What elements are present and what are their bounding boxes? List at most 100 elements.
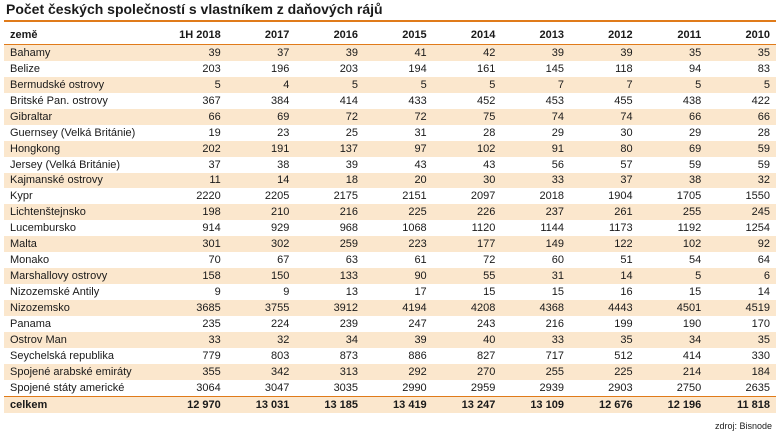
value-cell: 14 xyxy=(569,268,639,285)
column-header-year: 1H 2018 xyxy=(158,26,227,45)
column-header-country: země xyxy=(4,26,159,45)
table-row: Gibraltar 66 69 72 72 75 74 74 66 66 xyxy=(4,108,776,125)
value-cell: 177 xyxy=(432,236,502,253)
country-cell: Seychelská republika xyxy=(4,347,159,364)
value-cell: 72 xyxy=(432,252,502,269)
table-row: Malta 301 302 259 223 177 149 122 102 92 xyxy=(4,236,776,253)
value-cell: 29 xyxy=(638,124,708,141)
value-cell: 313 xyxy=(295,363,365,380)
value-cell: 270 xyxy=(432,363,502,380)
value-cell: 2990 xyxy=(364,379,433,397)
value-cell: 2220 xyxy=(158,188,227,205)
value-cell: 4 xyxy=(226,76,296,93)
value-cell: 5 xyxy=(432,76,502,93)
country-cell: Hongkong xyxy=(4,140,159,157)
value-cell: 41 xyxy=(364,44,433,61)
value-cell: 1192 xyxy=(638,220,708,237)
value-cell: 4443 xyxy=(569,300,639,316)
value-cell: 342 xyxy=(226,363,296,380)
total-value: 12 196 xyxy=(638,395,708,413)
column-header-year: 2010 xyxy=(707,26,776,45)
table-row: Kajmanské ostrovy 11 14 18 20 30 33 37 38 32 xyxy=(4,172,776,189)
value-cell: 150 xyxy=(226,268,296,285)
value-cell: 161 xyxy=(432,60,502,77)
value-cell: 3064 xyxy=(158,379,227,397)
value-cell: 90 xyxy=(364,268,433,285)
value-cell: 5 xyxy=(158,76,227,93)
value-cell: 72 xyxy=(364,108,433,125)
value-cell: 33 xyxy=(158,331,227,348)
value-cell: 216 xyxy=(295,204,365,221)
value-cell: 239 xyxy=(295,315,365,332)
value-cell: 873 xyxy=(295,347,365,364)
value-cell: 55 xyxy=(432,268,502,285)
value-cell: 414 xyxy=(638,347,708,364)
value-cell: 35 xyxy=(569,331,639,348)
value-cell: 223 xyxy=(364,236,433,253)
value-cell: 245 xyxy=(707,204,776,221)
value-cell: 2635 xyxy=(707,379,776,397)
value-cell: 64 xyxy=(707,252,776,269)
value-cell: 57 xyxy=(569,156,639,173)
value-cell: 43 xyxy=(364,156,433,173)
country-cell: Nizozemsko xyxy=(4,300,159,316)
value-cell: 438 xyxy=(638,92,708,109)
value-cell: 31 xyxy=(501,268,570,285)
value-cell: 66 xyxy=(707,108,776,125)
country-cell: Nizozemské Antily xyxy=(4,284,159,300)
value-cell: 70 xyxy=(158,252,227,269)
table-body: Bahamy 39 37 39 41 42 39 39 35 35 Belize 203 196 203 1… xyxy=(4,44,776,413)
value-cell: 137 xyxy=(295,140,365,157)
value-cell: 145 xyxy=(501,60,570,77)
value-cell: 198 xyxy=(158,204,227,221)
value-cell: 929 xyxy=(226,220,296,237)
table-row: Lucembursko 914 929 968 1068 1120 1144 1173 1192… xyxy=(4,220,776,237)
value-cell: 66 xyxy=(638,108,708,125)
column-header-year: 2011 xyxy=(638,26,708,45)
value-cell: 292 xyxy=(364,363,433,380)
value-cell: 4194 xyxy=(364,300,433,316)
header-row: země 1H 2018 2017 2016 2015 2014 2013 2012 2011 2… xyxy=(4,26,776,45)
column-header-year: 2013 xyxy=(501,26,570,45)
country-cell: Spojené arabské emiráty xyxy=(4,363,159,380)
title-rule xyxy=(4,20,776,22)
value-cell: 11 xyxy=(158,172,227,189)
value-cell: 30 xyxy=(432,172,502,189)
value-cell: 9 xyxy=(158,284,227,300)
value-cell: 827 xyxy=(432,347,502,364)
value-cell: 203 xyxy=(295,60,365,77)
table-row: Spojené arabské emiráty 355 342 313 292 270 25… xyxy=(4,363,776,380)
value-cell: 247 xyxy=(364,315,433,332)
country-cell: Spojené státy americké xyxy=(4,379,159,397)
value-cell: 69 xyxy=(226,108,296,125)
value-cell: 717 xyxy=(501,347,570,364)
value-cell: 5 xyxy=(638,268,708,285)
value-cell: 97 xyxy=(364,140,433,157)
value-cell: 80 xyxy=(569,140,639,157)
total-value: 13 419 xyxy=(364,395,433,413)
value-cell: 455 xyxy=(569,92,639,109)
total-value: 13 031 xyxy=(226,395,296,413)
country-cell: Marshallovy ostrovy xyxy=(4,268,159,285)
value-cell: 5 xyxy=(638,76,708,93)
value-cell: 35 xyxy=(707,44,776,61)
value-cell: 4208 xyxy=(432,300,502,316)
source-note: zdroj: Bisnode xyxy=(714,421,772,431)
value-cell: 61 xyxy=(364,252,433,269)
value-cell: 2151 xyxy=(364,188,433,205)
value-cell: 67 xyxy=(226,252,296,269)
value-cell: 1254 xyxy=(707,220,776,237)
country-cell: Lichtenštejnsko xyxy=(4,204,159,221)
value-cell: 54 xyxy=(638,252,708,269)
data-table: země 1H 2018 2017 2016 2015 2014 2013 2012 2011 2… xyxy=(4,26,776,413)
value-cell: 92 xyxy=(707,236,776,253)
value-cell: 190 xyxy=(638,315,708,332)
value-cell: 2959 xyxy=(432,379,502,397)
value-cell: 414 xyxy=(295,92,365,109)
table-row: Panama 235 224 239 247 243 216 199 190 170 xyxy=(4,315,776,332)
value-cell: 1705 xyxy=(638,188,708,205)
value-cell: 118 xyxy=(569,60,639,77)
value-cell: 2750 xyxy=(638,379,708,397)
country-cell: Ostrov Man xyxy=(4,331,159,348)
